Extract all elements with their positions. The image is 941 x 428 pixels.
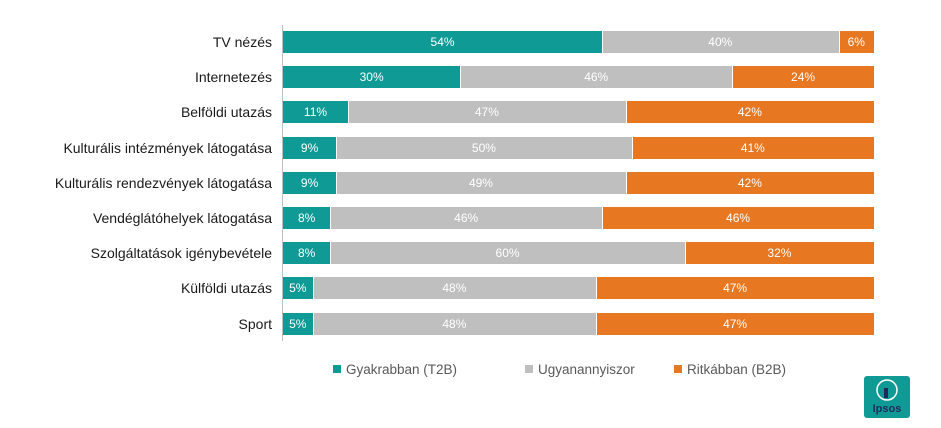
bar-ugyanannyiszor-belfoldi-utazas bbox=[348, 101, 626, 123]
data-label-gyakrabban-t2b-tv-nezes: 54% bbox=[430, 35, 455, 49]
data-label-ugyanannyiszor-vendeglatohelyek-latogatasa: 46% bbox=[454, 211, 479, 225]
category-label-internetezes: Internetezés bbox=[194, 69, 272, 85]
category-label-szolgaltatasok-igenybevetele: Szolgáltatások igénybevétele bbox=[90, 245, 272, 261]
category-axis-line bbox=[282, 25, 283, 341]
data-label-ritkabban-b2b-kulfoldi-utazas: 47% bbox=[723, 281, 748, 295]
bar-ugyanannyiszor-sport bbox=[312, 313, 597, 335]
logo-mark bbox=[884, 388, 888, 398]
bar-gyakrabban-t2b-internetezes bbox=[283, 66, 461, 88]
bar-gyakrabban-t2b-sport bbox=[283, 313, 313, 335]
data-label-gyakrabban-t2b-belfoldi-utazas: 11% bbox=[303, 105, 328, 119]
data-label-ritkabban-b2b-kulturalis-rendezvenyek-latogatasa: 42% bbox=[737, 176, 762, 190]
legend-swatch-ritkabban bbox=[674, 365, 682, 373]
bar-ritkabban-b2b-kulturalis-rendezvenyek-latogatasa bbox=[625, 172, 874, 194]
bar-ritkabban-b2b-kulturalis-intezmenyek-latogatasa bbox=[631, 137, 874, 159]
data-label-ritkabban-b2b-szolgaltatasok-igenybevetele: 32% bbox=[767, 246, 792, 260]
category-label-belfoldi-utazas: Belföldi utazás bbox=[180, 104, 272, 120]
data-label-ritkabban-b2b-internetezes: 24% bbox=[791, 70, 816, 84]
data-label-ugyanannyiszor-belfoldi-utazas: 47% bbox=[474, 105, 499, 119]
legend-label-gyakrabban: Gyakrabban (T2B) bbox=[346, 361, 458, 377]
bar-gyakrabban-t2b-tv-nezes bbox=[283, 31, 603, 53]
bar-ugyanannyiszor-szolgaltatasok-igenybevetele bbox=[330, 242, 685, 264]
logo-circle bbox=[876, 379, 898, 401]
category-label-tv-nezes: TV nézés bbox=[212, 34, 272, 50]
bar-gyakrabban-t2b-kulturalis-intezmenyek-latogatasa bbox=[283, 137, 337, 159]
data-label-ugyanannyiszor-sport: 48% bbox=[442, 317, 467, 331]
legend-item-ritkabban: Ritkábban (B2B) bbox=[674, 360, 786, 378]
data-label-ugyanannyiszor-szolgaltatasok-igenybevetele: 60% bbox=[495, 246, 520, 260]
bar-ugyanannyiszor-kulturalis-intezmenyek-latogatasa bbox=[336, 137, 632, 159]
bar-ritkabban-b2b-internetezes bbox=[732, 66, 874, 88]
bar-gyakrabban-t2b-belfoldi-utazas bbox=[283, 101, 348, 123]
data-label-gyakrabban-t2b-sport: 5% bbox=[289, 317, 307, 331]
bar-gyakrabban-t2b-kulturalis-rendezvenyek-latogatasa bbox=[283, 172, 337, 194]
bar-ritkabban-b2b-sport bbox=[596, 313, 874, 335]
legend: Gyakrabban (T2B) Ugyanannyiszor Ritkábba… bbox=[0, 360, 941, 378]
data-label-ugyanannyiszor-internetezes: 46% bbox=[584, 70, 609, 84]
data-label-ugyanannyiszor-kulfoldi-utazas: 48% bbox=[442, 281, 467, 295]
legend-item-gyakrabban: Gyakrabban (T2B) bbox=[333, 360, 457, 378]
category-label-kulturalis-intezmenyek-latogatasa: Kulturális intézmények látogatása bbox=[63, 140, 272, 156]
category-label-sport: Sport bbox=[238, 316, 272, 332]
bar-ritkabban-b2b-tv-nezes bbox=[838, 31, 874, 53]
legend-swatch-ugyanannyiszor bbox=[525, 365, 533, 373]
bar-ritkabban-b2b-kulfoldi-utazas bbox=[596, 277, 874, 299]
data-label-ritkabban-b2b-tv-nezes: 6% bbox=[847, 35, 865, 49]
bar-gyakrabban-t2b-kulfoldi-utazas bbox=[283, 277, 313, 299]
data-label-gyakrabban-t2b-internetezes: 30% bbox=[359, 70, 384, 84]
legend-item-ugyanannyiszor: Ugyanannyiszor bbox=[525, 360, 635, 378]
bar-ugyanannyiszor-internetezes bbox=[460, 66, 733, 88]
data-label-gyakrabban-t2b-szolgaltatasok-igenybevetele: 8% bbox=[297, 246, 316, 260]
bar-ugyanannyiszor-kulfoldi-utazas bbox=[312, 277, 597, 299]
bar-ritkabban-b2b-belfoldi-utazas bbox=[625, 101, 874, 123]
category-label-vendeglatohelyek-latogatasa: Vendéglátóhelyek látogatása bbox=[92, 210, 272, 226]
category-label-kulfoldi-utazas: Külföldi utazás bbox=[180, 280, 272, 296]
legend-label-ugyanannyiszor: Ugyanannyiszor bbox=[538, 361, 635, 377]
legend-label-ritkabban: Ritkábban (B2B) bbox=[687, 361, 787, 377]
bar-gyakrabban-t2b-vendeglatohelyek-latogatasa bbox=[283, 207, 331, 229]
data-label-gyakrabban-t2b-vendeglatohelyek-latogatasa: 8% bbox=[297, 211, 316, 225]
bar-ritkabban-b2b-vendeglatohelyek-latogatasa bbox=[602, 207, 874, 229]
bar-ritkabban-b2b-szolgaltatasok-igenybevetele bbox=[684, 242, 874, 264]
logo-text: Ipsos bbox=[873, 403, 902, 415]
ipsos-logo: Ipsos bbox=[864, 376, 910, 418]
bar-ugyanannyiszor-vendeglatohelyek-latogatasa bbox=[330, 207, 603, 229]
data-label-gyakrabban-t2b-kulfoldi-utazas: 5% bbox=[289, 281, 307, 295]
data-label-ritkabban-b2b-belfoldi-utazas: 42% bbox=[737, 105, 762, 119]
data-label-gyakrabban-t2b-kulturalis-rendezvenyek-latogatasa: 9% bbox=[300, 176, 319, 190]
data-label-ugyanannyiszor-kulturalis-intezmenyek-latogatasa: 50% bbox=[471, 141, 496, 155]
legend-swatch-gyakrabban bbox=[333, 365, 341, 373]
category-label-kulturalis-rendezvenyek-latogatasa: Kulturális rendezvények látogatása bbox=[54, 175, 272, 191]
data-label-ritkabban-b2b-vendeglatohelyek-latogatasa: 46% bbox=[726, 211, 751, 225]
bar-gyakrabban-t2b-szolgaltatasok-igenybevetele bbox=[283, 242, 331, 264]
data-label-ugyanannyiszor-tv-nezes: 40% bbox=[708, 35, 733, 49]
bar-ugyanannyiszor-kulturalis-rendezvenyek-latogatasa bbox=[336, 172, 626, 194]
data-label-ritkabban-b2b-kulturalis-intezmenyek-latogatasa: 41% bbox=[740, 141, 765, 155]
data-label-ugyanannyiszor-kulturalis-rendezvenyek-latogatasa: 49% bbox=[468, 176, 493, 190]
data-label-ritkabban-b2b-sport: 47% bbox=[723, 317, 748, 331]
data-label-gyakrabban-t2b-kulturalis-intezmenyek-latogatasa: 9% bbox=[300, 141, 319, 155]
bar-ugyanannyiszor-tv-nezes bbox=[602, 31, 839, 53]
